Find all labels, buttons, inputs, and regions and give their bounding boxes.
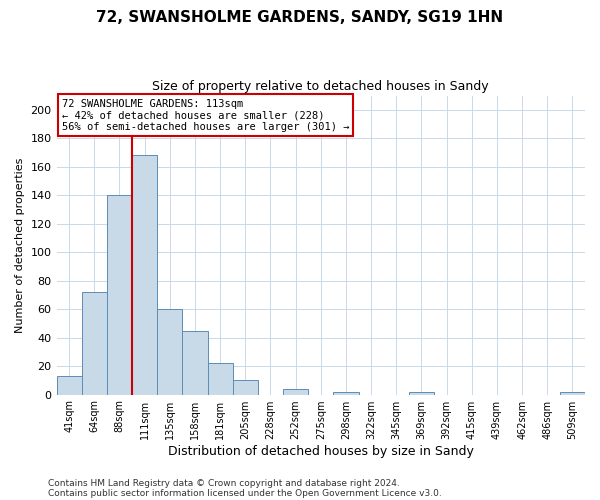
Text: 72 SWANSHOLME GARDENS: 113sqm
← 42% of detached houses are smaller (228)
56% of : 72 SWANSHOLME GARDENS: 113sqm ← 42% of d…: [62, 98, 349, 132]
Bar: [107, 195, 132, 394]
Bar: [208, 364, 233, 394]
Title: Size of property relative to detached houses in Sandy: Size of property relative to detached ho…: [152, 80, 489, 93]
Text: Contains public sector information licensed under the Open Government Licence v3: Contains public sector information licen…: [48, 488, 442, 498]
Bar: [334, 392, 359, 394]
Bar: [132, 156, 157, 394]
Text: Contains HM Land Registry data © Crown copyright and database right 2024.: Contains HM Land Registry data © Crown c…: [48, 478, 400, 488]
Bar: [233, 380, 258, 394]
Bar: [56, 376, 82, 394]
X-axis label: Distribution of detached houses by size in Sandy: Distribution of detached houses by size …: [168, 444, 474, 458]
Bar: [409, 392, 434, 394]
Bar: [182, 330, 208, 394]
Bar: [82, 292, 107, 394]
Bar: [283, 389, 308, 394]
Bar: [157, 309, 182, 394]
Text: 72, SWANSHOLME GARDENS, SANDY, SG19 1HN: 72, SWANSHOLME GARDENS, SANDY, SG19 1HN: [97, 10, 503, 25]
Bar: [560, 392, 585, 394]
Y-axis label: Number of detached properties: Number of detached properties: [15, 158, 25, 333]
